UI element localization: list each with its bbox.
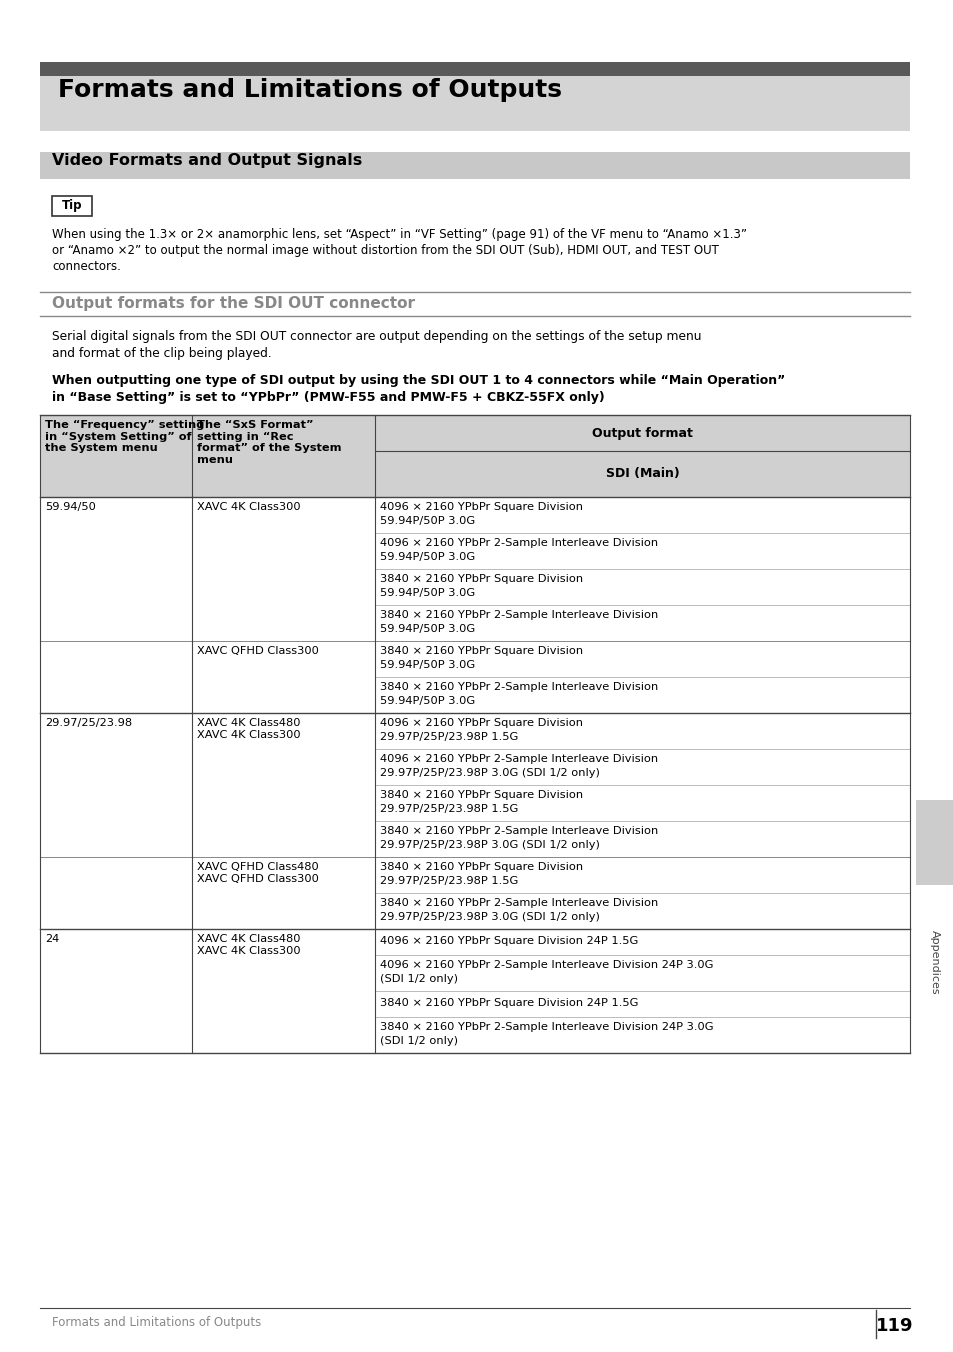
- Text: XAVC 4K Class480
XAVC 4K Class300: XAVC 4K Class480 XAVC 4K Class300: [196, 718, 300, 740]
- Text: 29.97P/25P/23.98P 1.5G: 29.97P/25P/23.98P 1.5G: [379, 804, 517, 814]
- Text: 3840 × 2160 YPbPr Square Division 24P 1.5G: 3840 × 2160 YPbPr Square Division 24P 1.…: [379, 998, 638, 1009]
- Text: connectors.: connectors.: [52, 260, 121, 273]
- Text: 29.97P/25P/23.98P 1.5G: 29.97P/25P/23.98P 1.5G: [379, 731, 517, 742]
- Text: When outputting one type of SDI output by using the SDI OUT 1 to 4 connectors wh: When outputting one type of SDI output b…: [52, 375, 784, 387]
- Text: XAVC QFHD Class480
XAVC QFHD Class300: XAVC QFHD Class480 XAVC QFHD Class300: [196, 863, 318, 884]
- Text: Formats and Limitations of Outputs: Formats and Limitations of Outputs: [52, 1315, 261, 1329]
- Text: 59.94P/50P 3.0G: 59.94P/50P 3.0G: [379, 552, 475, 562]
- Text: 4096 × 2160 YPbPr Square Division 24P 1.5G: 4096 × 2160 YPbPr Square Division 24P 1.…: [379, 936, 638, 946]
- Text: 59.94/50: 59.94/50: [45, 502, 95, 512]
- Text: 4096 × 2160 YPbPr 2-Sample Interleave Division 24P 3.0G: 4096 × 2160 YPbPr 2-Sample Interleave Di…: [379, 960, 713, 969]
- Text: 29.97P/25P/23.98P 1.5G: 29.97P/25P/23.98P 1.5G: [379, 876, 517, 886]
- Text: SDI (Main): SDI (Main): [605, 466, 679, 480]
- Text: 4096 × 2160 YPbPr Square Division: 4096 × 2160 YPbPr Square Division: [379, 502, 582, 512]
- Text: XAVC 4K Class480
XAVC 4K Class300: XAVC 4K Class480 XAVC 4K Class300: [196, 934, 300, 956]
- Bar: [915, 800, 953, 886]
- Text: Video Formats and Output Signals: Video Formats and Output Signals: [52, 153, 362, 168]
- Text: The “SxS Format”
setting in “Rec
format” of the System
menu: The “SxS Format” setting in “Rec format”…: [196, 420, 341, 465]
- Text: 24: 24: [45, 934, 59, 944]
- Bar: [40, 151, 909, 178]
- Text: and format of the clip being played.: and format of the clip being played.: [52, 347, 272, 360]
- Text: 59.94P/50P 3.0G: 59.94P/50P 3.0G: [379, 625, 475, 634]
- Text: XAVC QFHD Class300: XAVC QFHD Class300: [196, 646, 318, 656]
- Text: 29.97P/25P/23.98P 3.0G (SDI 1/2 only): 29.97P/25P/23.98P 3.0G (SDI 1/2 only): [379, 768, 599, 777]
- Text: 59.94P/50P 3.0G: 59.94P/50P 3.0G: [379, 660, 475, 671]
- Text: 119: 119: [876, 1317, 913, 1334]
- Text: 4096 × 2160 YPbPr Square Division: 4096 × 2160 YPbPr Square Division: [379, 718, 582, 727]
- Text: 3840 × 2160 YPbPr Square Division: 3840 × 2160 YPbPr Square Division: [379, 863, 582, 872]
- Bar: [375, 415, 909, 498]
- Text: 29.97/25/23.98: 29.97/25/23.98: [45, 718, 132, 727]
- Text: 29.97P/25P/23.98P 3.0G (SDI 1/2 only): 29.97P/25P/23.98P 3.0G (SDI 1/2 only): [379, 840, 599, 850]
- Text: or “Anamo ×2” to output the normal image without distortion from the SDI OUT (Su: or “Anamo ×2” to output the normal image…: [52, 243, 719, 257]
- Text: When using the 1.3× or 2× anamorphic lens, set “Aspect” in “VF Setting” (page 91: When using the 1.3× or 2× anamorphic len…: [52, 228, 746, 241]
- Text: Output formats for the SDI OUT connector: Output formats for the SDI OUT connector: [52, 296, 415, 311]
- Text: Tip: Tip: [62, 200, 82, 212]
- Bar: [40, 415, 192, 498]
- Text: 3840 × 2160 YPbPr 2-Sample Interleave Division: 3840 × 2160 YPbPr 2-Sample Interleave Di…: [379, 610, 658, 621]
- Text: 3840 × 2160 YPbPr 2-Sample Interleave Division: 3840 × 2160 YPbPr 2-Sample Interleave Di…: [379, 826, 658, 836]
- Text: The “Frequency” setting
in “System Setting” of
the System menu: The “Frequency” setting in “System Setti…: [45, 420, 204, 453]
- Text: Serial digital signals from the SDI OUT connector are output depending on the se: Serial digital signals from the SDI OUT …: [52, 330, 700, 343]
- Bar: [40, 76, 909, 131]
- Text: in “Base Setting” is set to “YPbPr” (PMW-F55 and PMW-F5 + CBKZ-55FX only): in “Base Setting” is set to “YPbPr” (PMW…: [52, 391, 604, 404]
- Text: 3840 × 2160 YPbPr Square Division: 3840 × 2160 YPbPr Square Division: [379, 646, 582, 656]
- Text: 3840 × 2160 YPbPr Square Division: 3840 × 2160 YPbPr Square Division: [379, 790, 582, 800]
- Text: Appendices: Appendices: [929, 930, 939, 995]
- Text: 4096 × 2160 YPbPr 2-Sample Interleave Division: 4096 × 2160 YPbPr 2-Sample Interleave Di…: [379, 754, 658, 764]
- Text: 29.97P/25P/23.98P 3.0G (SDI 1/2 only): 29.97P/25P/23.98P 3.0G (SDI 1/2 only): [379, 913, 599, 922]
- Text: Output format: Output format: [592, 426, 692, 439]
- Text: Formats and Limitations of Outputs: Formats and Limitations of Outputs: [58, 78, 561, 101]
- Text: 59.94P/50P 3.0G: 59.94P/50P 3.0G: [379, 516, 475, 526]
- Text: 3840 × 2160 YPbPr Square Division: 3840 × 2160 YPbPr Square Division: [379, 575, 582, 584]
- Text: (SDI 1/2 only): (SDI 1/2 only): [379, 1036, 457, 1046]
- Text: 4096 × 2160 YPbPr 2-Sample Interleave Division: 4096 × 2160 YPbPr 2-Sample Interleave Di…: [379, 538, 658, 548]
- Bar: [192, 415, 375, 498]
- Text: 59.94P/50P 3.0G: 59.94P/50P 3.0G: [379, 696, 475, 706]
- Text: 3840 × 2160 YPbPr 2-Sample Interleave Division: 3840 × 2160 YPbPr 2-Sample Interleave Di…: [379, 681, 658, 692]
- Text: (SDI 1/2 only): (SDI 1/2 only): [379, 973, 457, 984]
- Bar: [40, 62, 909, 76]
- Text: 3840 × 2160 YPbPr 2-Sample Interleave Division: 3840 × 2160 YPbPr 2-Sample Interleave Di…: [379, 898, 658, 909]
- FancyBboxPatch shape: [52, 196, 91, 216]
- Text: 59.94P/50P 3.0G: 59.94P/50P 3.0G: [379, 588, 475, 598]
- Text: 3840 × 2160 YPbPr 2-Sample Interleave Division 24P 3.0G: 3840 × 2160 YPbPr 2-Sample Interleave Di…: [379, 1022, 713, 1032]
- Text: XAVC 4K Class300: XAVC 4K Class300: [196, 502, 300, 512]
